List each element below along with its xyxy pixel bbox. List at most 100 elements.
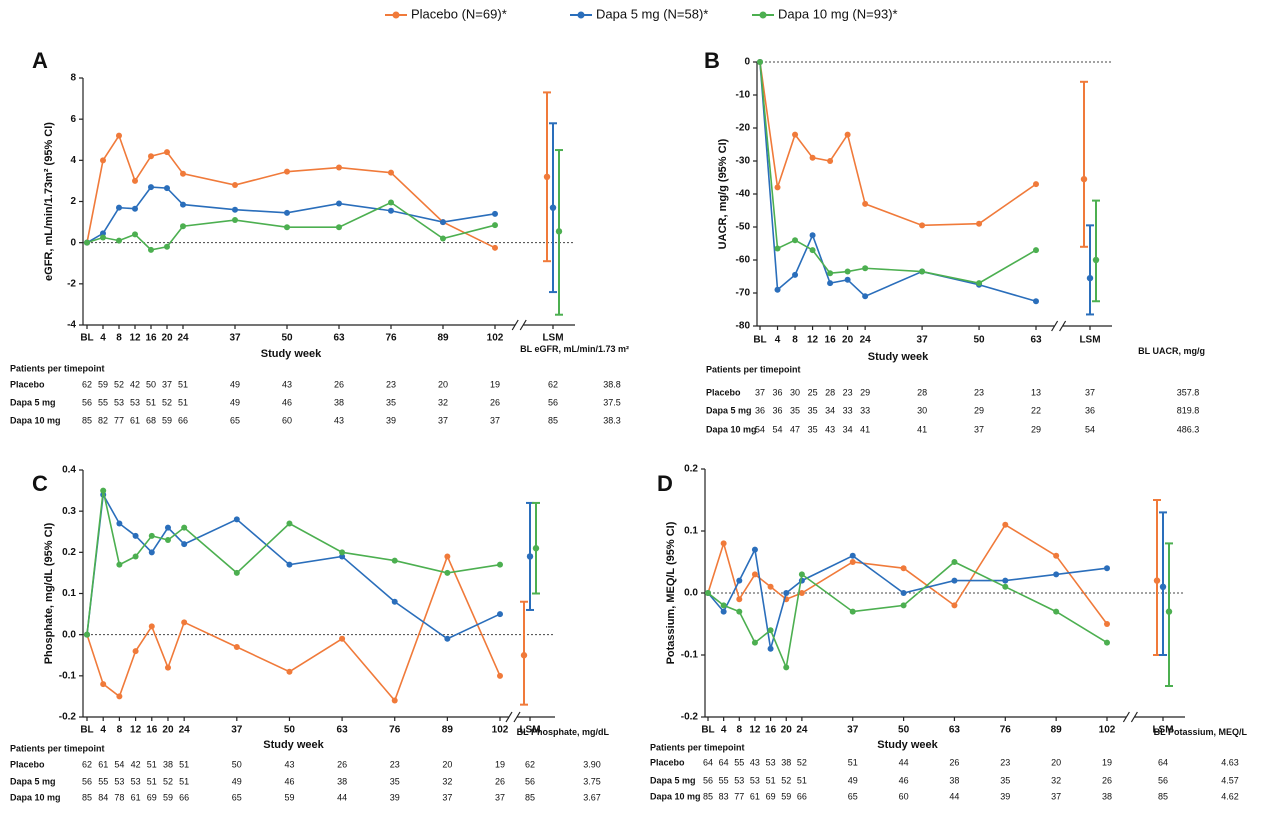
x-tick-label: 37 [847, 725, 859, 736]
count-cell: 61 [750, 791, 760, 801]
count-cell: 35 [390, 776, 400, 786]
axis-break [1059, 320, 1067, 332]
data-point [84, 631, 90, 638]
series-line [759, 61, 1037, 284]
x-tick-label: 102 [1099, 725, 1116, 736]
data-point [100, 681, 107, 688]
row-label: Dapa 10 mg [706, 424, 757, 434]
bl-header-box: BL Phosphate, mg/dL [517, 727, 609, 737]
count-cell: 52 [797, 757, 807, 767]
data-point [180, 201, 186, 208]
panel-label: D [657, 471, 673, 496]
bl-cell: 819.8 [1177, 405, 1200, 415]
data-point [132, 532, 139, 539]
data-point [180, 170, 186, 177]
data-point [164, 664, 171, 671]
count-cell: 46 [284, 776, 294, 786]
count-cell: 61 [131, 792, 141, 802]
data-point [339, 553, 346, 560]
data-point [792, 271, 799, 278]
x-tick-label: 89 [1051, 725, 1063, 736]
count-cell: 29 [1031, 424, 1041, 434]
x-tick-label: 12 [807, 335, 819, 346]
series-line [86, 492, 501, 640]
bl-cell: 3.90 [583, 759, 601, 769]
count-cell: 43 [825, 424, 835, 434]
count-cell: 83 [719, 791, 729, 801]
x-tick-label: 24 [796, 725, 808, 736]
x-tick-label: 8 [116, 333, 122, 344]
count-cell: 59 [163, 792, 173, 802]
count-cell: 36 [773, 387, 783, 397]
row-label: Placebo [10, 379, 45, 389]
row-label: Placebo [706, 387, 741, 397]
data-point [132, 553, 139, 560]
count-cell: 61 [98, 759, 108, 769]
x-tick-label: 63 [1030, 335, 1042, 346]
x-tick-label: 76 [385, 333, 397, 344]
data-point [751, 639, 758, 646]
x-tick-label: 16 [765, 725, 777, 736]
count-cell: 38 [334, 397, 344, 407]
lsm-point [543, 173, 551, 180]
data-point [844, 276, 851, 283]
x-axis-title: Study week [868, 351, 929, 363]
data-point [116, 561, 123, 568]
data-point [181, 541, 188, 548]
count-cell: 39 [390, 792, 400, 802]
count-cell: 20 [438, 379, 448, 389]
count-cell: 49 [230, 397, 240, 407]
x-tick-label: 24 [179, 725, 191, 736]
count-cell: 26 [949, 757, 959, 767]
count-cell: 44 [337, 792, 347, 802]
data-point [827, 280, 834, 287]
lsm-n-cell: 54 [1085, 424, 1095, 434]
data-point [774, 184, 781, 191]
data-point [951, 577, 958, 584]
data-point [339, 635, 346, 642]
x-tick-label: 89 [437, 333, 449, 344]
data-point [232, 217, 238, 224]
data-point [900, 565, 907, 572]
data-point [116, 204, 122, 211]
count-cell: 51 [147, 759, 157, 769]
data-point [339, 549, 346, 556]
lsm-point [520, 652, 528, 659]
x-tick-label: BL [80, 333, 93, 344]
y-tick-label: -10 [736, 90, 751, 101]
count-cell: 68 [146, 415, 156, 425]
count-cell: 61 [130, 415, 140, 425]
bl-cell: 4.63 [1221, 757, 1239, 767]
data-point [116, 520, 123, 527]
data-point [809, 154, 816, 161]
count-cell: 43 [334, 415, 344, 425]
data-point [148, 549, 155, 556]
count-cell: 39 [1000, 791, 1010, 801]
count-cell: 53 [130, 397, 140, 407]
count-cell: 20 [442, 759, 452, 769]
axis-break [513, 711, 521, 723]
count-cell: 51 [179, 776, 189, 786]
data-point [232, 206, 238, 213]
x-tick-label: 20 [842, 335, 854, 346]
lsm-point [1086, 274, 1094, 282]
data-point [444, 569, 451, 576]
x-tick-label: 24 [860, 335, 872, 346]
count-cell: 37 [490, 415, 500, 425]
data-point [827, 270, 834, 277]
count-cell: 41 [917, 424, 927, 434]
count-cell: 39 [386, 415, 396, 425]
table-title: Patients per timepoint [10, 363, 105, 373]
table-title: Patients per timepoint [706, 364, 801, 374]
data-point [783, 664, 790, 671]
data-point [736, 577, 743, 584]
series-line [707, 547, 1108, 650]
data-point [1033, 298, 1039, 305]
row-label: Placebo [650, 757, 685, 767]
count-cell: 37 [755, 387, 765, 397]
data-point [827, 158, 834, 164]
bl-cell: 38.3 [603, 415, 621, 425]
y-tick-label: -0.2 [681, 712, 699, 723]
count-cell: 49 [848, 775, 858, 785]
count-cell: 52 [781, 775, 791, 785]
